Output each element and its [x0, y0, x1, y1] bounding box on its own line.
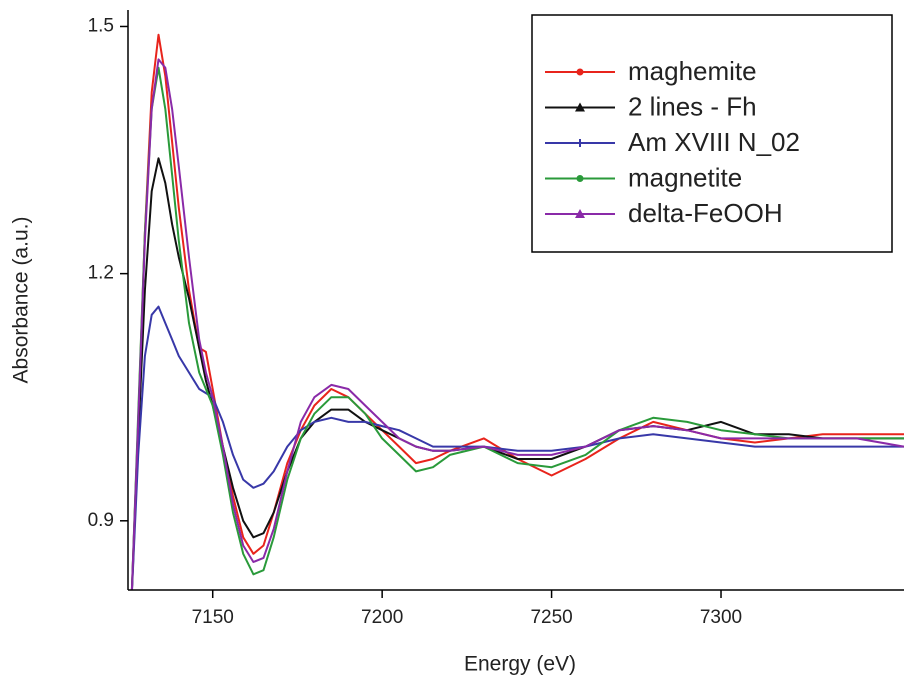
series-line [131, 305, 904, 590]
y-tick-label: 1.2 [88, 263, 114, 284]
x-tick-label: 7250 [530, 607, 572, 628]
series-line [130, 66, 904, 590]
legend [531, 14, 893, 253]
x-tick-label: 7300 [700, 607, 742, 628]
y-tick-label: 1.5 [88, 15, 114, 36]
legend-marker [576, 68, 584, 76]
legend-label: magnetite [628, 162, 742, 192]
y-axis-label: Absorbance (a.u.) [10, 217, 33, 384]
x-tick-label: 7150 [192, 607, 234, 628]
legend-marker [575, 102, 585, 112]
legend-label: 2 lines - Fh [628, 91, 757, 121]
legend-marker [576, 175, 584, 182]
legend-marker [576, 139, 584, 147]
series-line [130, 58, 904, 590]
x-tick-label: 7200 [361, 607, 403, 628]
x-axis-label: Energy (eV) [464, 653, 576, 676]
legend-label: Am XVIII N_02 [628, 127, 800, 157]
y-tick-label: 0.9 [88, 510, 114, 531]
legend-label: delta-FeOOH [628, 198, 783, 228]
legend-marker [575, 209, 585, 218]
series-line [130, 33, 904, 590]
legend-label: maghemite [628, 56, 757, 86]
plot-area [130, 33, 904, 590]
